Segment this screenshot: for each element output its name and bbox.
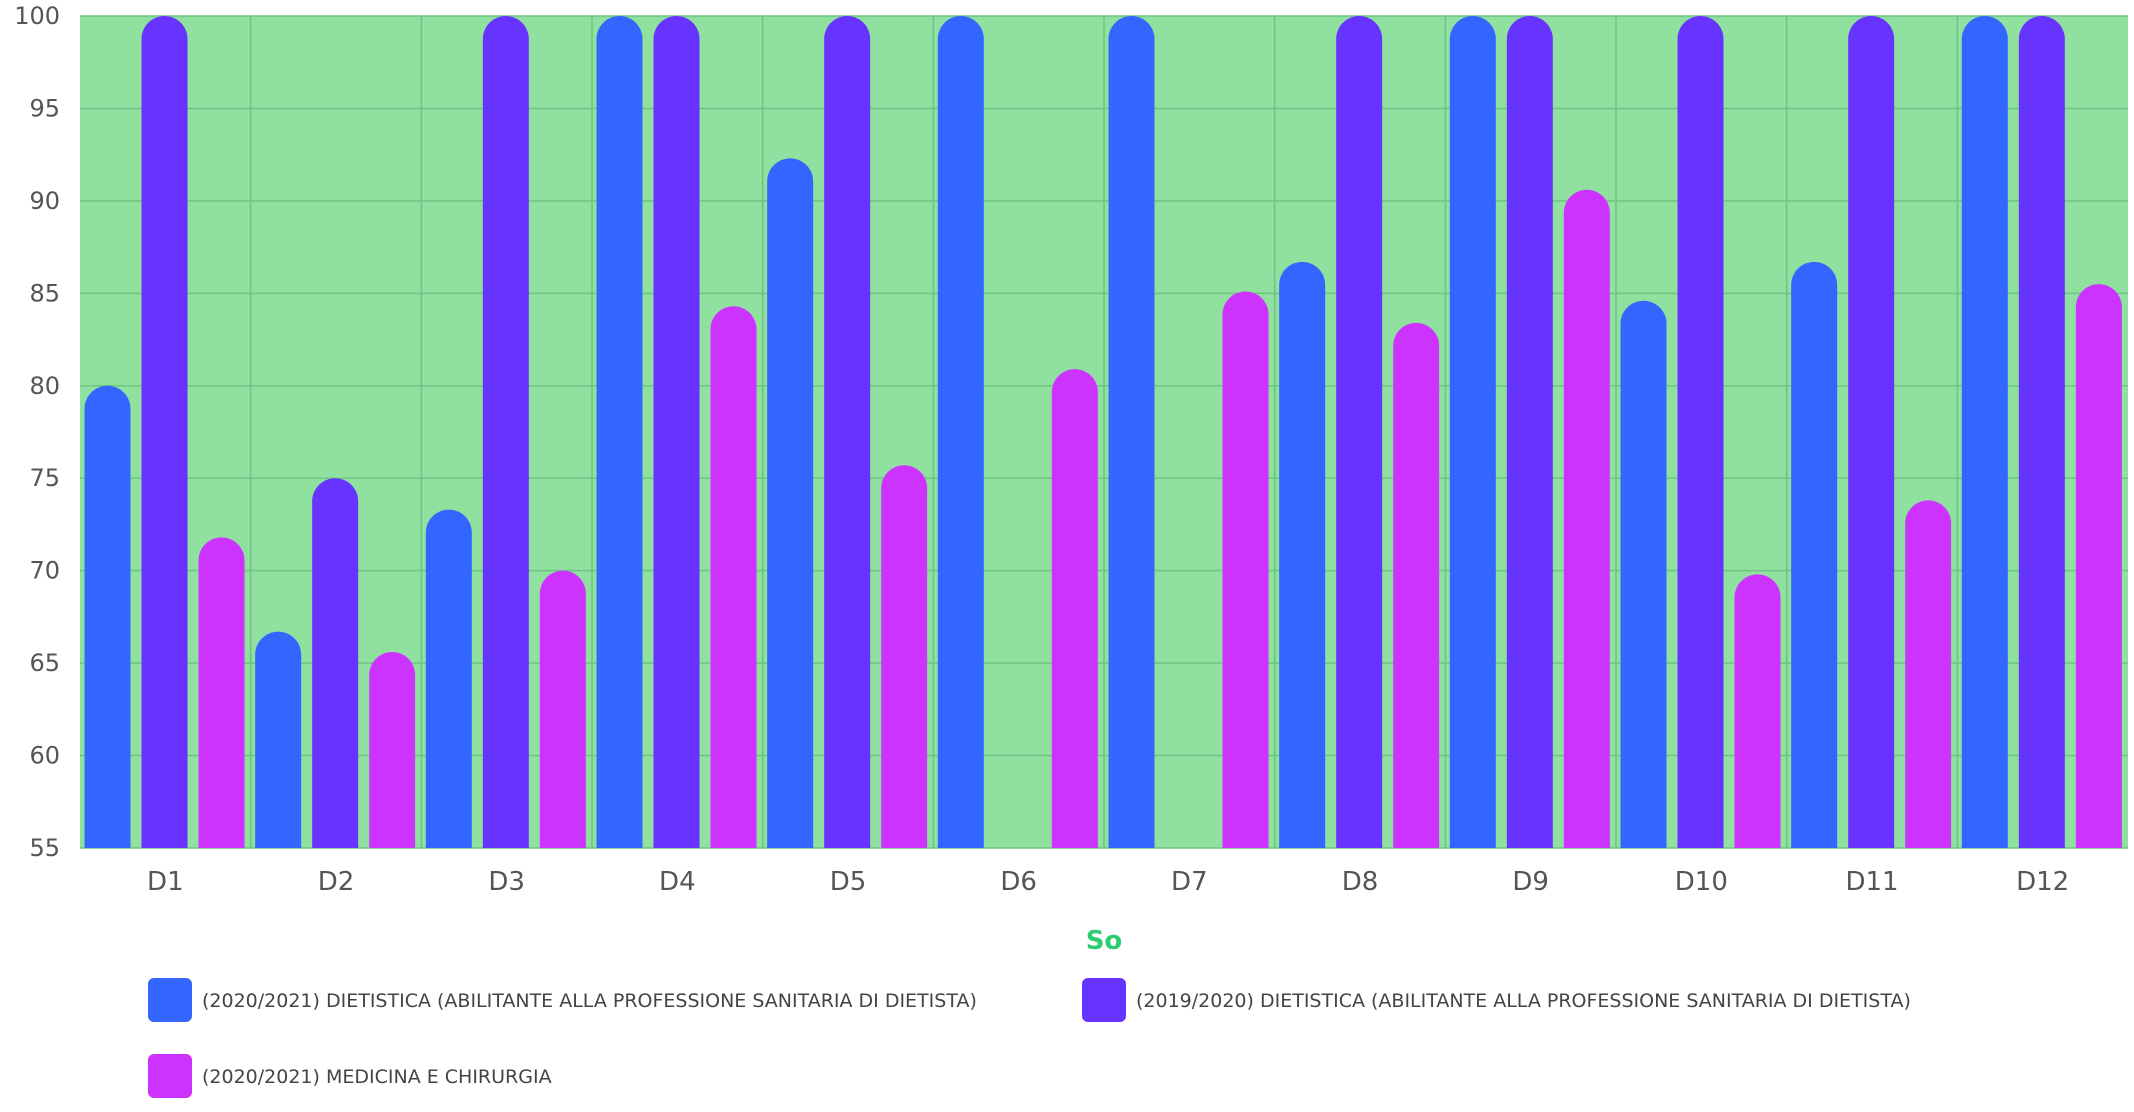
x-axis-title: So bbox=[1086, 926, 1123, 956]
bar-D2-series-2 bbox=[312, 478, 359, 848]
bar-D12-series-2 bbox=[2018, 16, 2065, 848]
bar-D8-series-3 bbox=[1393, 322, 1440, 849]
x-tick-label: D12 bbox=[2016, 867, 2069, 897]
y-tick-label: 90 bbox=[29, 187, 60, 215]
bar-D6-series-3 bbox=[1051, 369, 1098, 848]
bar-D1-series-1 bbox=[84, 385, 131, 848]
y-axis-ticks: 55 60 65 70 75 80 85 90 95 100 bbox=[14, 2, 60, 862]
bar-D8-series-1 bbox=[1279, 261, 1326, 848]
bar-D6-series-1 bbox=[937, 16, 984, 848]
bar-D4-series-1 bbox=[596, 16, 643, 848]
x-tick-label: D10 bbox=[1675, 867, 1728, 897]
bar-D11-series-1 bbox=[1791, 261, 1838, 848]
bar-D12-series-1 bbox=[1961, 16, 2008, 848]
bar-D12-series-3 bbox=[2075, 284, 2122, 849]
x-tick-label: D11 bbox=[1845, 867, 1898, 897]
bar-D10-series-2 bbox=[1677, 16, 1724, 848]
x-tick-label: D7 bbox=[1171, 867, 1208, 897]
grid-lines bbox=[80, 15, 2128, 849]
x-tick-label: D8 bbox=[1342, 867, 1379, 897]
bar-D11-series-2 bbox=[1848, 16, 1895, 848]
bar-D10-series-1 bbox=[1620, 300, 1667, 848]
bar-D10-series-3 bbox=[1734, 574, 1781, 848]
bar-D4-series-3 bbox=[710, 306, 757, 849]
y-tick-label: 60 bbox=[29, 742, 60, 770]
x-tick-label: D9 bbox=[1512, 867, 1549, 897]
bar-D2-series-3 bbox=[369, 652, 416, 848]
legend-label: (2019/2020) DIETISTICA (ABILITANTE ALLA … bbox=[1136, 990, 1911, 1012]
bar-D11-series-3 bbox=[1905, 500, 1952, 848]
bar-D3-series-3 bbox=[539, 570, 586, 848]
bar-D3-series-1 bbox=[425, 509, 472, 848]
legend: (2020/2021) DIETISTICA (ABILITANTE ALLA … bbox=[148, 978, 1911, 1098]
y-tick-label: 55 bbox=[29, 834, 60, 862]
bar-D8-series-2 bbox=[1336, 16, 1383, 848]
bar-D1-series-3 bbox=[198, 537, 245, 848]
bar-D9-series-2 bbox=[1506, 16, 1553, 848]
x-tick-label: D4 bbox=[659, 867, 696, 897]
y-tick-label: 80 bbox=[29, 372, 60, 400]
bar-D2-series-1 bbox=[255, 631, 302, 848]
bar-D5-series-2 bbox=[824, 16, 871, 848]
y-tick-label: 95 bbox=[29, 94, 60, 122]
y-tick-label: 100 bbox=[14, 2, 60, 30]
x-tick-label: D5 bbox=[830, 867, 867, 897]
x-tick-label: D2 bbox=[318, 867, 355, 897]
y-tick-label: 65 bbox=[29, 649, 60, 677]
x-axis-ticks: D1 D2 D3 D4 D5 D6 D7 D8 D9 D10 D11 D12 bbox=[147, 867, 2069, 897]
bar-D5-series-3 bbox=[881, 465, 928, 848]
legend-swatch bbox=[1082, 978, 1126, 1022]
legend-label: (2020/2021) MEDICINA E CHIRURGIA bbox=[202, 1066, 552, 1088]
y-tick-label: 75 bbox=[29, 464, 60, 492]
y-tick-label: 85 bbox=[29, 279, 60, 307]
bar-D7-series-1 bbox=[1108, 16, 1155, 848]
x-tick-label: D3 bbox=[488, 867, 525, 897]
bar-D9-series-3 bbox=[1563, 189, 1610, 849]
x-tick-label: D6 bbox=[1000, 867, 1037, 897]
bar-D4-series-2 bbox=[653, 16, 700, 848]
bar-D3-series-2 bbox=[482, 16, 529, 848]
y-tick-label: 70 bbox=[29, 557, 60, 585]
x-tick-label: D1 bbox=[147, 867, 184, 897]
bar-D7-series-3 bbox=[1222, 291, 1269, 848]
bars bbox=[84, 16, 2122, 849]
bar-D9-series-1 bbox=[1449, 16, 1496, 848]
legend-label: (2020/2021) DIETISTICA (ABILITANTE ALLA … bbox=[202, 990, 977, 1012]
bar-D1-series-2 bbox=[141, 16, 188, 848]
legend-swatch bbox=[148, 1054, 192, 1098]
legend-swatch bbox=[148, 978, 192, 1022]
bar-D5-series-1 bbox=[767, 158, 814, 848]
